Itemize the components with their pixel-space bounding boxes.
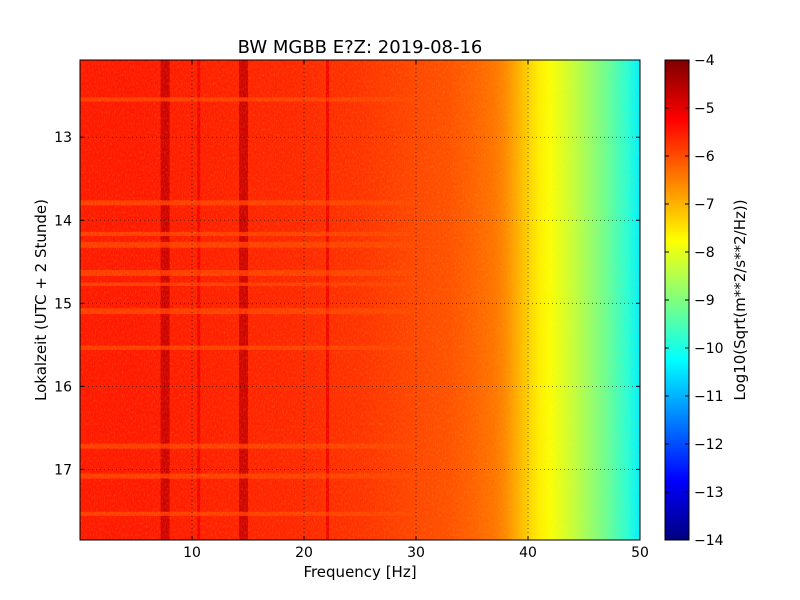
y-axis-label: Lokalzeit (UTC + 2 Stunde) [32, 199, 50, 401]
grid-lines [80, 60, 640, 540]
colorbar-tick-label: −11 [694, 389, 724, 405]
colorbar-tick-label: −8 [694, 245, 715, 261]
heatmap-texture [80, 60, 640, 540]
x-tick-label: 40 [519, 545, 537, 561]
y-axis: 13 14 15 16 17 [54, 130, 640, 478]
colorbar-tick-label: −4 [694, 53, 715, 69]
colorbar-label: Log10(Sqrt(m**2/s**2/Hz)) [731, 199, 749, 400]
plot-area [79, 59, 641, 541]
colorbar-tick-label: −14 [694, 533, 724, 549]
colorbar-tick-label: −6 [694, 149, 715, 165]
y-tick-label: 17 [54, 462, 72, 478]
colorbar-tick-label: −12 [694, 437, 724, 453]
y-tick-label: 13 [54, 130, 72, 146]
chart-title: BW MGBB E?Z: 2019-08-16 [238, 37, 483, 58]
y-tick-label: 14 [54, 213, 72, 229]
y-tick-label: 15 [54, 296, 72, 312]
colorbar-tick-label: −10 [694, 341, 724, 357]
y-tick-label: 16 [54, 379, 72, 395]
x-axis-label: Frequency [Hz] [303, 563, 416, 581]
colorbar-tick-label: −13 [694, 485, 724, 501]
x-tick-label: 10 [183, 545, 201, 561]
colorbar-tick-label: −7 [694, 197, 715, 213]
colorbar-ticks: −4 −5 −6 −7 −8 −9 −10 −11 −12 −13 −14 [665, 53, 724, 549]
x-tick-label: 50 [631, 545, 649, 561]
colorbar: −4 −5 −6 −7 −8 −9 −10 −11 −12 −13 −14 [664, 53, 724, 549]
colorbar-tick-label: −9 [694, 293, 715, 309]
plot-frame [79, 59, 641, 541]
x-tick-label: 30 [407, 545, 425, 561]
colorbar-tick-label: −5 [694, 101, 715, 117]
x-tick-label: 20 [295, 545, 313, 561]
x-axis: 10 20 30 40 50 [183, 60, 649, 561]
